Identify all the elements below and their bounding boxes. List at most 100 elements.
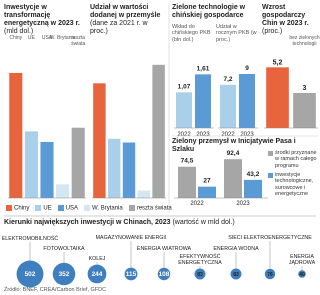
chart-title: Zielony przemysł w Inicjatywie Pasa i Sz… xyxy=(172,138,296,154)
legend-label: reszta świata xyxy=(136,205,172,212)
chart-title: Wzrost gospodarczy Chin w 2023 r. xyxy=(262,4,309,28)
category-label: reszta świata xyxy=(71,35,86,47)
bubble-value: 83 xyxy=(233,272,239,278)
bar xyxy=(224,159,242,198)
bubble-label: KOLEJ xyxy=(88,256,106,262)
category-label: UE xyxy=(27,35,35,41)
bubble xyxy=(87,264,107,284)
legend-swatch xyxy=(268,173,273,178)
bar xyxy=(239,74,255,128)
bubble-label: ELEKTROMOBILNOŚĆ xyxy=(1,236,59,242)
legend-item: USA xyxy=(57,205,78,212)
legend-item: reszta świata xyxy=(128,205,172,212)
bar xyxy=(198,186,216,198)
bubble-label: ENERGIA WODNA xyxy=(213,246,259,252)
bubble-label: SIECI ELEKTROENERGETYCZNE xyxy=(228,235,312,241)
bar xyxy=(178,166,196,198)
legend-swatch xyxy=(268,151,273,156)
bubble-value: 40 xyxy=(299,272,305,278)
x-tick-label: 2022 xyxy=(177,132,191,138)
bubble-label: ENERGIA JĄDROWA xyxy=(288,254,316,267)
value-label: 1,07 xyxy=(178,83,191,90)
value-label: 92,4 xyxy=(227,150,240,157)
x-tick-label: 2022 xyxy=(190,201,204,207)
legend-item: W. Brytania xyxy=(84,205,123,212)
group-label: Udział w rocznym PKB (w proc.) xyxy=(216,24,257,43)
bar xyxy=(137,190,151,198)
chart-subtitle: (dane za 2021 r. w proc.) xyxy=(90,20,148,36)
bar xyxy=(107,138,121,198)
bubble xyxy=(194,268,206,280)
bubble-value: 108 xyxy=(159,271,170,278)
bubble xyxy=(157,267,171,281)
chart-title-block: Zielone technologie w chińskiej gospodar… xyxy=(172,4,258,20)
x-tick-label: 2023 xyxy=(240,132,254,138)
bar xyxy=(9,72,23,198)
bubble-label: EFEKTYWNOŚĆ ENERGETYCZNA xyxy=(178,254,222,267)
bar xyxy=(220,84,236,128)
bubble xyxy=(52,262,76,286)
bar xyxy=(122,142,136,198)
bubble-value: 502 xyxy=(25,271,36,278)
bubble-label: ENERGIA WIATROWA xyxy=(136,246,192,252)
bubble xyxy=(264,268,276,280)
value-label: 43,2 xyxy=(247,171,260,178)
chart-subtitle: (proc.) xyxy=(262,28,283,36)
chart-title-block: Zielony przemysł w Inicjatywie Pasa i Sz… xyxy=(172,138,318,154)
bubble xyxy=(16,260,44,288)
legend-item: Chiny xyxy=(6,205,29,212)
legend-label: W. Brytania xyxy=(92,205,123,212)
bubble-value: 244 xyxy=(92,271,103,278)
legend-label: środki przyznane w ramach całego program… xyxy=(275,150,317,169)
bubble-value: 76 xyxy=(267,272,273,278)
bubble-label: FOTOWOLTAIKA xyxy=(43,246,85,252)
bar xyxy=(176,92,192,128)
bar xyxy=(56,184,70,198)
bubble-value: 352 xyxy=(59,271,70,278)
chart-title-block: Inwestycje w transformację energetyczną … xyxy=(4,4,86,36)
chart-title-block: Wzrost gospodarczy Chin w 2023 r. (proc.… xyxy=(262,4,318,36)
chart-title-block: Udział w wartości dodanej w przemyśle (d… xyxy=(90,4,166,36)
chart-title: Kierunki największych inwestycji w China… xyxy=(4,219,171,226)
legend-swatch xyxy=(128,205,135,211)
bubble xyxy=(298,270,306,278)
value-label: 27 xyxy=(203,178,211,185)
bar xyxy=(244,179,262,198)
chart-title: Inwestycje w transformację energetyczną … xyxy=(4,4,80,28)
bar xyxy=(40,141,54,198)
bar xyxy=(24,131,38,198)
bubble-label: MAGAZYNOWANIE ENERGII xyxy=(95,235,167,241)
value-label: 3 xyxy=(303,85,307,92)
chart-subtitle: (mld dol.) xyxy=(4,28,34,36)
bar xyxy=(152,64,165,198)
bubble-value: 115 xyxy=(126,271,137,278)
legend-swatch xyxy=(84,205,91,211)
bar xyxy=(266,67,289,128)
bar xyxy=(71,127,85,198)
value-label: 74,5 xyxy=(181,158,194,165)
legend-label: inwestycje technologiczne, surowcowe i e… xyxy=(275,172,314,197)
legend-swatch xyxy=(6,205,12,211)
chart-title: Zielone technologie w chińskiej gospodar… xyxy=(172,4,246,20)
value-label: 5,2 xyxy=(273,59,283,66)
value-label: 9 xyxy=(245,65,249,72)
value-label: 7,2 xyxy=(223,76,232,83)
x-tick-label: 2022 xyxy=(221,132,235,138)
x-tick-label: 2023 xyxy=(196,132,210,138)
category-label: bez zielonych technologii xyxy=(289,35,320,47)
chart-title: Udział w wartości dodanej w przemyśle xyxy=(90,4,161,20)
legend-item: UE xyxy=(35,205,52,212)
category-label: Chiny xyxy=(9,35,23,41)
bubble xyxy=(124,267,138,281)
bar xyxy=(195,74,211,128)
legend: Chiny UE USA W. Brytania reszta świata xyxy=(6,205,172,212)
bar xyxy=(93,83,106,198)
bubble xyxy=(230,268,242,280)
chart-title-block: Kierunki największych inwestycji w China… xyxy=(4,219,318,227)
category-label: W. Brytania xyxy=(49,35,76,41)
legend-label: Chiny xyxy=(14,205,30,212)
group-label: Wkład do chińskiego PKB (bln dol.) xyxy=(172,24,211,43)
bubble-value: 83 xyxy=(197,272,203,278)
